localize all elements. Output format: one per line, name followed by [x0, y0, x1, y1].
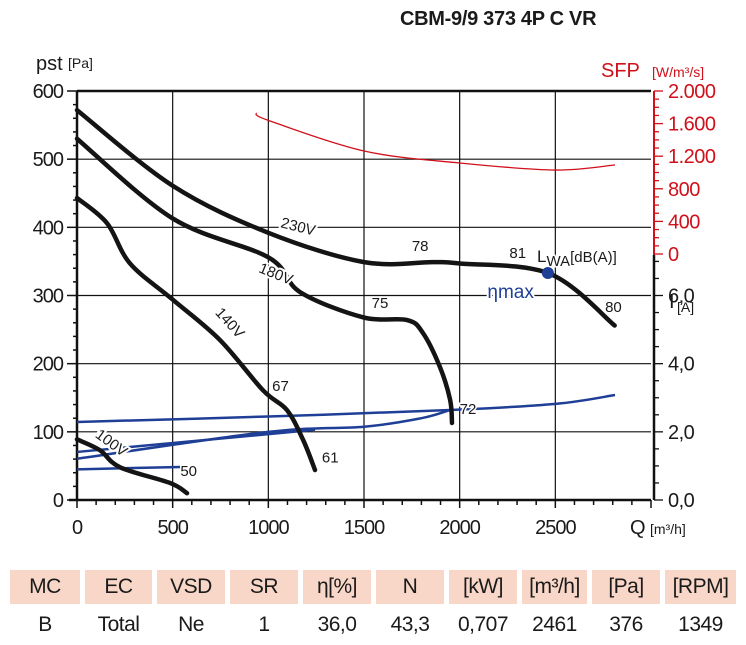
pressure-curve-100v	[74, 437, 190, 496]
table-value-cell: 1	[258, 613, 270, 636]
eta-max-label: ηmax	[487, 282, 534, 303]
sound-level-label: 80	[605, 299, 622, 316]
pressure-curve-180v	[74, 136, 455, 426]
table-value-cell: 376	[609, 613, 643, 636]
pressure-curve-140v	[74, 195, 318, 473]
table-value-cell: Ne	[178, 613, 204, 636]
table-header-cell: [kW]	[449, 570, 517, 604]
current-tick-label: 4,0	[668, 354, 695, 376]
x-tick-label: 2500	[535, 517, 576, 539]
x-axis-unit: [m³/h]	[650, 521, 686, 537]
eta-max-point	[541, 267, 554, 280]
y-axis-unit: [Pa]	[68, 55, 93, 71]
table-header-cell: [RPM]	[665, 570, 736, 604]
current-curve-140v	[76, 428, 316, 454]
current-tick-label: 6,0	[668, 286, 695, 308]
table-header-cell: [Pa]	[592, 570, 660, 604]
y-tick-label: 400	[33, 217, 64, 239]
sound-level-label: 67	[272, 378, 289, 395]
y-tick-label: 0	[53, 490, 64, 512]
current-curve-230v	[76, 393, 616, 424]
table-header-cell: MC	[10, 570, 80, 604]
chart-title: CBM-9/9 373 4P C VR	[400, 8, 597, 30]
y-axis-label: pst	[36, 53, 63, 75]
table-header-cell: η[%]	[303, 570, 371, 604]
sfp-axis-label: SFP	[601, 60, 640, 82]
current-curve-180v	[76, 408, 451, 460]
table-header-cell: N	[376, 570, 444, 604]
y-tick-label: 200	[33, 354, 64, 376]
x-tick-label: 2000	[439, 517, 480, 539]
sound-level-label: 61	[322, 450, 339, 467]
lwa-unit-label: LWA[dB(A)]	[537, 247, 617, 270]
y-tick-label: 300	[33, 286, 64, 308]
sound-level-label: 72	[460, 401, 477, 418]
sound-level-label: 75	[372, 295, 389, 312]
table-value-cell: B	[38, 613, 52, 636]
table-header-cell: VSD	[157, 570, 225, 604]
table-value-cell: 2461	[532, 613, 577, 636]
table-value-cell: Total	[97, 613, 140, 636]
sfp-curve	[255, 112, 616, 171]
table-value-cell: 36,0	[317, 613, 357, 636]
table-header-cell: [m³/h]	[522, 570, 587, 604]
x-tick-label: 0	[72, 517, 83, 539]
y-tick-label: 600	[33, 81, 64, 103]
curve-label-230v: 230V	[279, 215, 317, 240]
x-tick-label: 1500	[344, 517, 385, 539]
sfp-tick-label: 2.000	[668, 81, 716, 103]
x-tick-label: 500	[157, 517, 188, 539]
sfp-tick-label: 400	[668, 211, 700, 233]
sfp-tick-label: 800	[668, 179, 700, 201]
sound-level-label: 50	[180, 463, 197, 480]
table-value-cell: 43,3	[390, 613, 430, 636]
series	[74, 107, 617, 496]
table-value-cell: 1349	[678, 613, 723, 636]
table-header-cell: SR	[230, 570, 298, 604]
x-tick-label: 1000	[248, 517, 289, 539]
sfp-tick-label: 1.600	[668, 114, 716, 136]
curve-label-180v: 180V	[256, 260, 295, 289]
table-header-cell: EC	[85, 570, 152, 604]
current-axis-unit: [A]	[677, 299, 694, 315]
current-tick-label: 2,0	[668, 422, 695, 444]
y-tick-label: 500	[33, 149, 64, 171]
sound-level-label: 81	[509, 245, 526, 262]
pressure-curve-230v	[74, 107, 617, 328]
current-axis-label: I	[669, 291, 675, 313]
current-tick-label: 0,0	[668, 490, 695, 512]
sound-level-label: 78	[412, 238, 429, 255]
current-curve-100v	[76, 465, 181, 471]
sfp-axis-unit: [W/m³/s]	[652, 64, 704, 80]
table-value-cell: 0,707	[457, 613, 509, 636]
sfp-tick-label: 1.200	[668, 146, 716, 168]
x-axis-label: Q	[630, 517, 646, 539]
grid	[77, 89, 651, 500]
sfp-tick-label: 0	[668, 244, 679, 266]
y-tick-label: 100	[33, 422, 64, 444]
